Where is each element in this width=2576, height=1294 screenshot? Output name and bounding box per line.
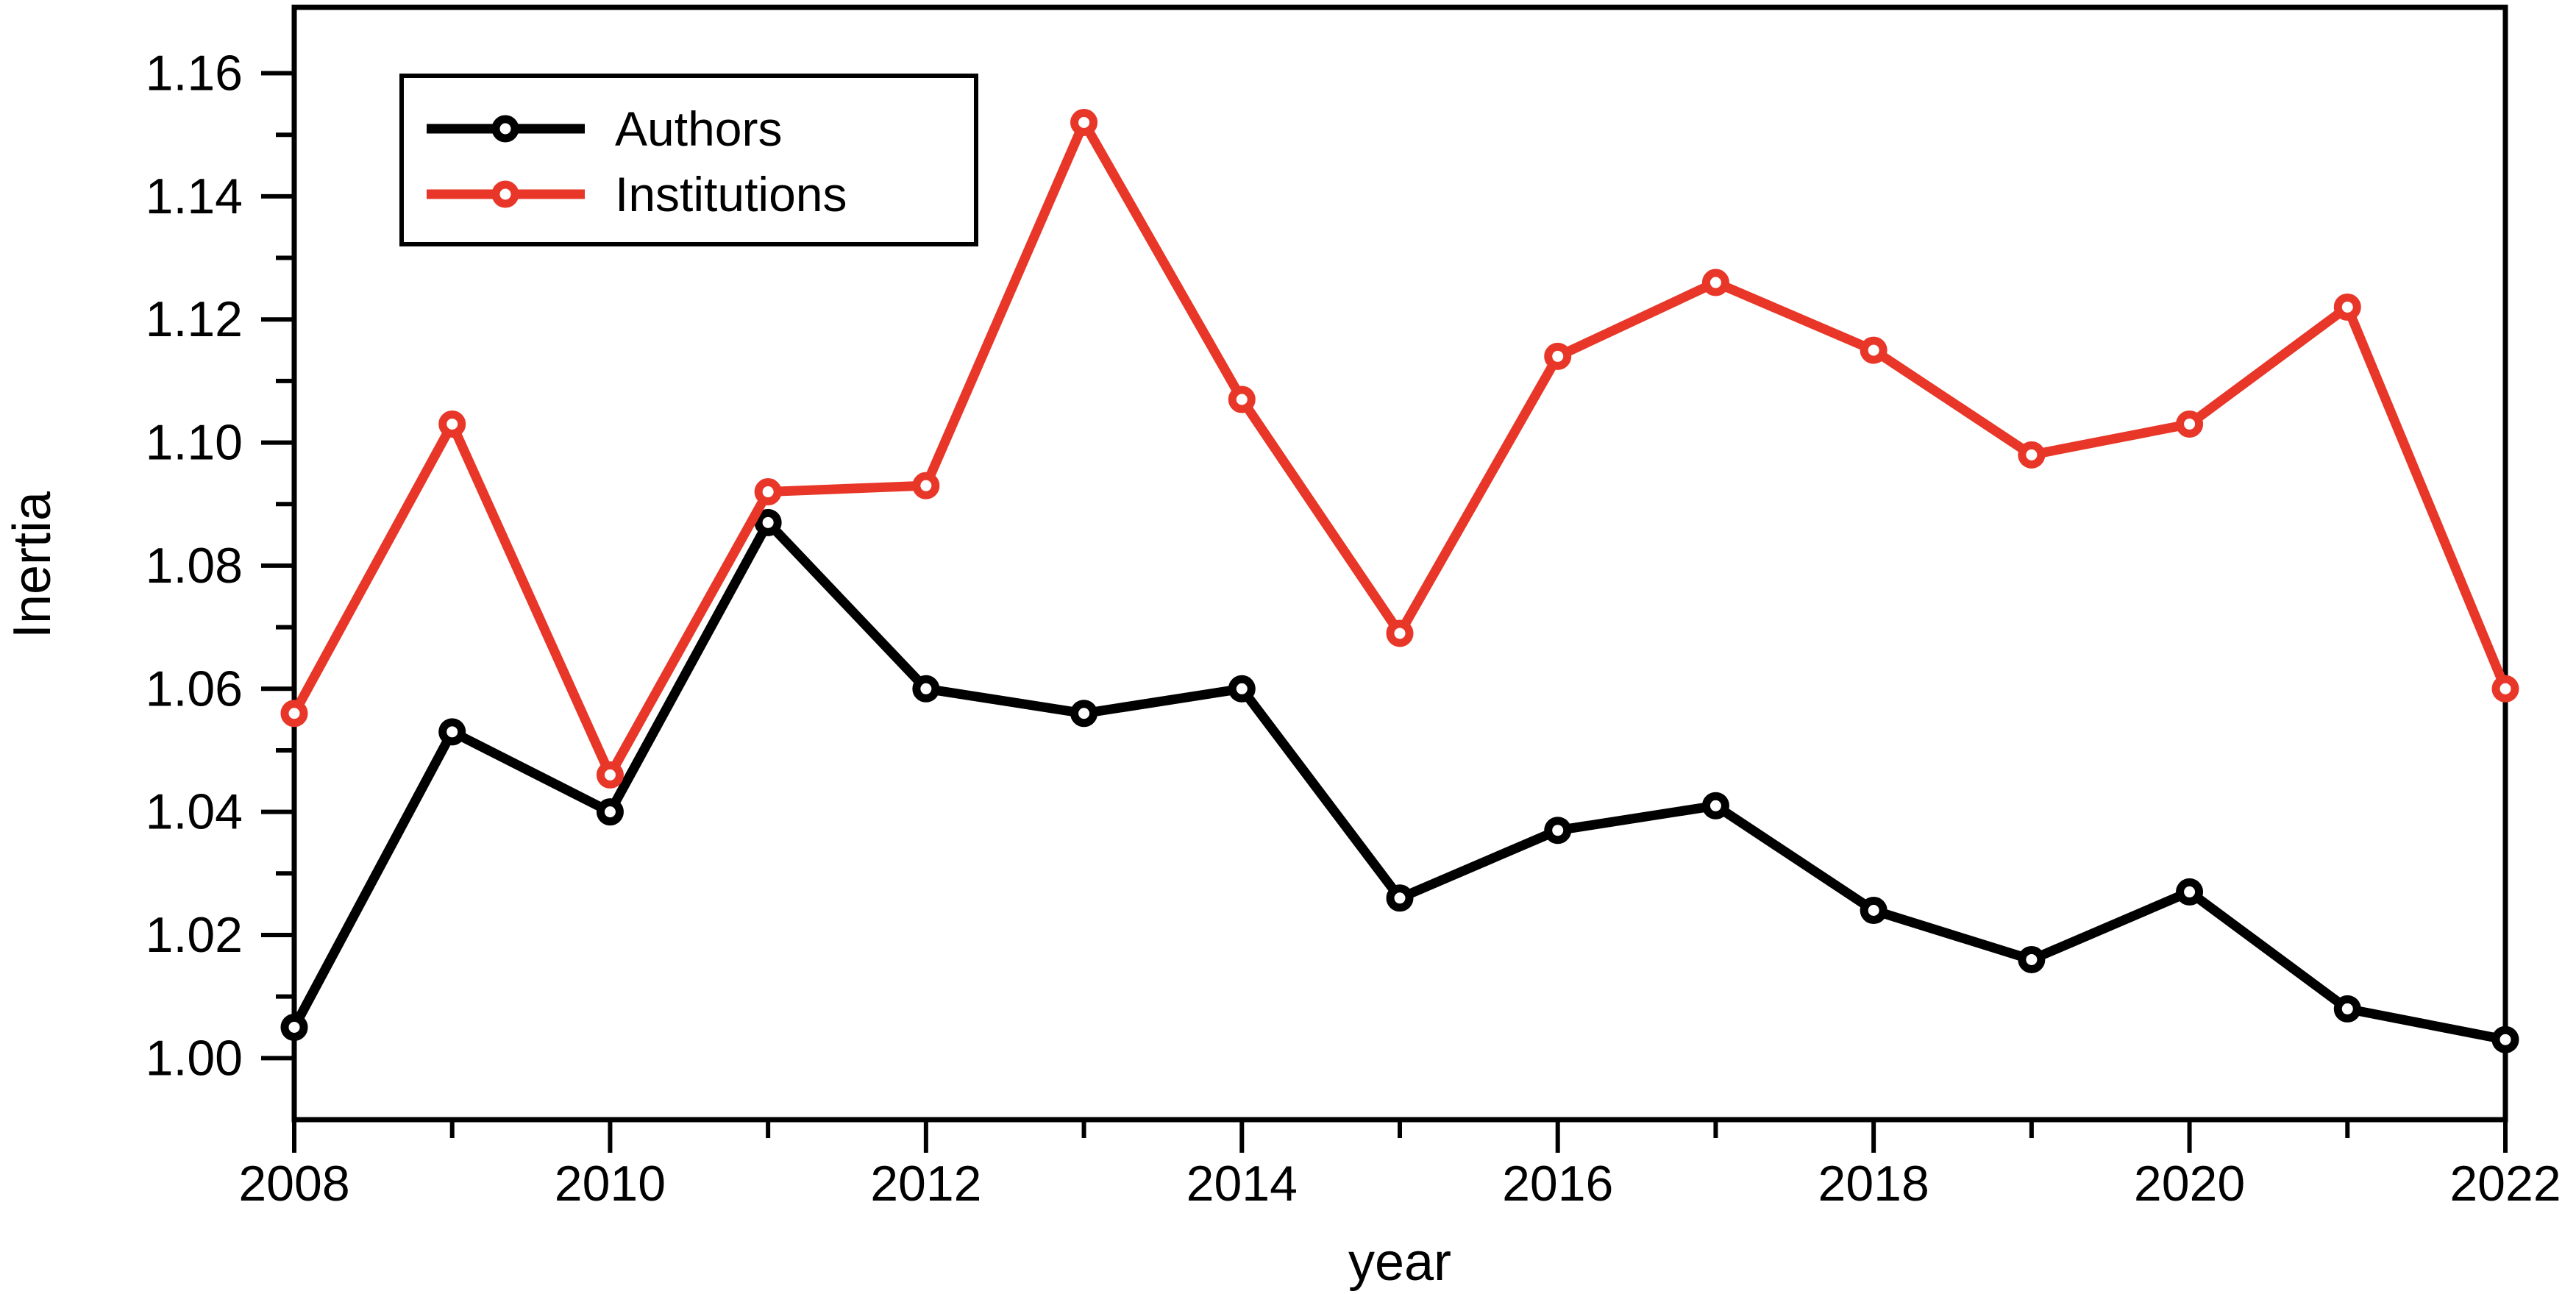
legend-label-institutions: Institutions <box>615 167 847 221</box>
x-tick-label: 2010 <box>555 1156 666 1212</box>
institutions-marker-icon <box>1860 336 1887 364</box>
authors-marker-icon <box>1386 884 1414 912</box>
x-tick-label: 2014 <box>1186 1156 1298 1212</box>
institutions-marker-icon <box>1228 385 1256 413</box>
institutions-legend-marker-icon <box>491 180 519 208</box>
y-tick-label: 1.12 <box>146 291 243 347</box>
y-tick-label: 1.00 <box>146 1030 243 1086</box>
x-tick-label: 2018 <box>1818 1156 1929 1212</box>
institutions-marker-icon <box>912 472 940 500</box>
x-tick-label: 2020 <box>2134 1156 2245 1212</box>
institutions-marker-icon <box>2018 441 2046 469</box>
institutions-marker-icon <box>596 761 624 789</box>
legend: Authors Institutions <box>399 74 978 246</box>
legend-item-institutions: Institutions <box>427 167 847 221</box>
institutions-marker-icon <box>438 410 466 438</box>
authors-marker-icon <box>438 718 466 746</box>
authors-marker-icon <box>1228 675 1256 703</box>
institutions-marker-icon <box>1544 342 1572 370</box>
institutions-marker-icon <box>754 478 782 506</box>
institutions-series <box>280 108 2519 789</box>
y-tick-label: 1.08 <box>146 538 243 594</box>
authors-marker-icon <box>280 1013 308 1041</box>
x-tick-label: 2012 <box>870 1156 981 1212</box>
y-tick-label: 1.10 <box>146 415 243 471</box>
y-tick-label: 1.02 <box>146 907 243 963</box>
legend-label-authors: Authors <box>615 102 782 156</box>
authors-marker-icon <box>754 508 782 536</box>
authors-marker-icon <box>2333 995 2361 1023</box>
institutions-marker-icon <box>2333 293 2361 321</box>
legend-item-authors: Authors <box>427 102 782 156</box>
y-tick-label: 1.04 <box>146 784 243 840</box>
y-axis-ticks: 1.00 1.02 1.04 1.06 1.08 1.10 1.12 1.14 1.16 <box>146 46 294 1086</box>
authors-marker-icon <box>2018 945 2046 973</box>
x-axis-ticks: 2008 2010 2012 2014 2016 2018 2020 2022 <box>238 1120 2561 1212</box>
y-tick-label: 1.14 <box>146 168 243 224</box>
series-lines <box>280 108 2519 1053</box>
legend-box <box>399 74 978 246</box>
y-tick-label: 1.06 <box>146 661 243 717</box>
institutions-marker-icon <box>1386 619 1414 647</box>
x-tick-label: 2016 <box>1502 1156 1613 1212</box>
institutions-marker-icon <box>1701 269 1729 296</box>
authors-legend-marker-icon <box>491 115 519 143</box>
y-axis-title: Inertia <box>3 491 62 639</box>
authors-marker-icon <box>912 675 940 703</box>
x-tick-label: 2008 <box>238 1156 349 1212</box>
x-axis-title: year <box>1348 1233 1451 1292</box>
x-tick-label: 2022 <box>2449 1156 2561 1212</box>
authors-series <box>280 508 2519 1053</box>
authors-marker-icon <box>1701 792 1729 820</box>
institutions-marker-icon <box>2176 410 2204 438</box>
authors-marker-icon <box>2176 878 2204 906</box>
authors-marker-icon <box>1070 700 1098 728</box>
authors-marker-icon <box>1860 897 1887 925</box>
authors-marker-icon <box>596 798 624 826</box>
authors-line <box>289 517 2511 1045</box>
authors-marker-icon <box>1544 817 1572 845</box>
institutions-marker-icon <box>280 700 308 728</box>
institutions-marker-icon <box>2491 675 2519 703</box>
authors-marker-icon <box>2491 1025 2519 1053</box>
y-tick-label: 1.16 <box>146 46 243 102</box>
institutions-marker-icon <box>1070 108 1098 136</box>
